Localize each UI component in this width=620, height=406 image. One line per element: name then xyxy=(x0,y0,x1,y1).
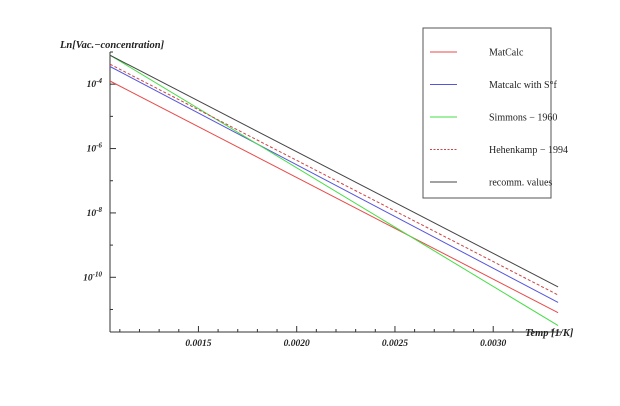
x-tick-label: 0.0025 xyxy=(382,339,408,349)
series-line xyxy=(109,54,559,327)
series-layer xyxy=(109,54,559,327)
y-tick-label: 10-10 xyxy=(83,270,102,283)
legend-label: Hehenkamp − 1994 xyxy=(489,145,568,156)
x-axis-label: Temp [1/K] xyxy=(525,328,574,339)
legend: MatCalc Matcalc with S°f Simmons − 1960 Heh… xyxy=(422,27,568,199)
x-tick-label: 0.0015 xyxy=(185,339,211,349)
legend-box xyxy=(422,27,552,199)
y-tick-label: 10-8 xyxy=(87,206,103,219)
legend-label: MatCalc xyxy=(489,48,524,59)
series-line xyxy=(109,54,559,288)
axes: 10-4 10-6 10-8 10-10 0.0015 0.0020 0.0025 0.003… xyxy=(83,51,562,349)
series-line xyxy=(109,63,559,296)
series-line xyxy=(109,80,559,314)
legend-label: recomm. values xyxy=(489,178,552,189)
x-tick-label: 0.0020 xyxy=(284,339,310,349)
y-tick-label: 10-4 xyxy=(87,77,103,90)
legend-label: Matcalc with S°f xyxy=(489,80,558,91)
series-line xyxy=(109,66,559,303)
x-tick-label: 0.0030 xyxy=(480,339,506,349)
legend-label: Simmons − 1960 xyxy=(489,113,557,124)
y-tick-label: 10-6 xyxy=(87,142,103,155)
y-axis-label: Ln[Vac.−concentration] xyxy=(59,40,165,51)
